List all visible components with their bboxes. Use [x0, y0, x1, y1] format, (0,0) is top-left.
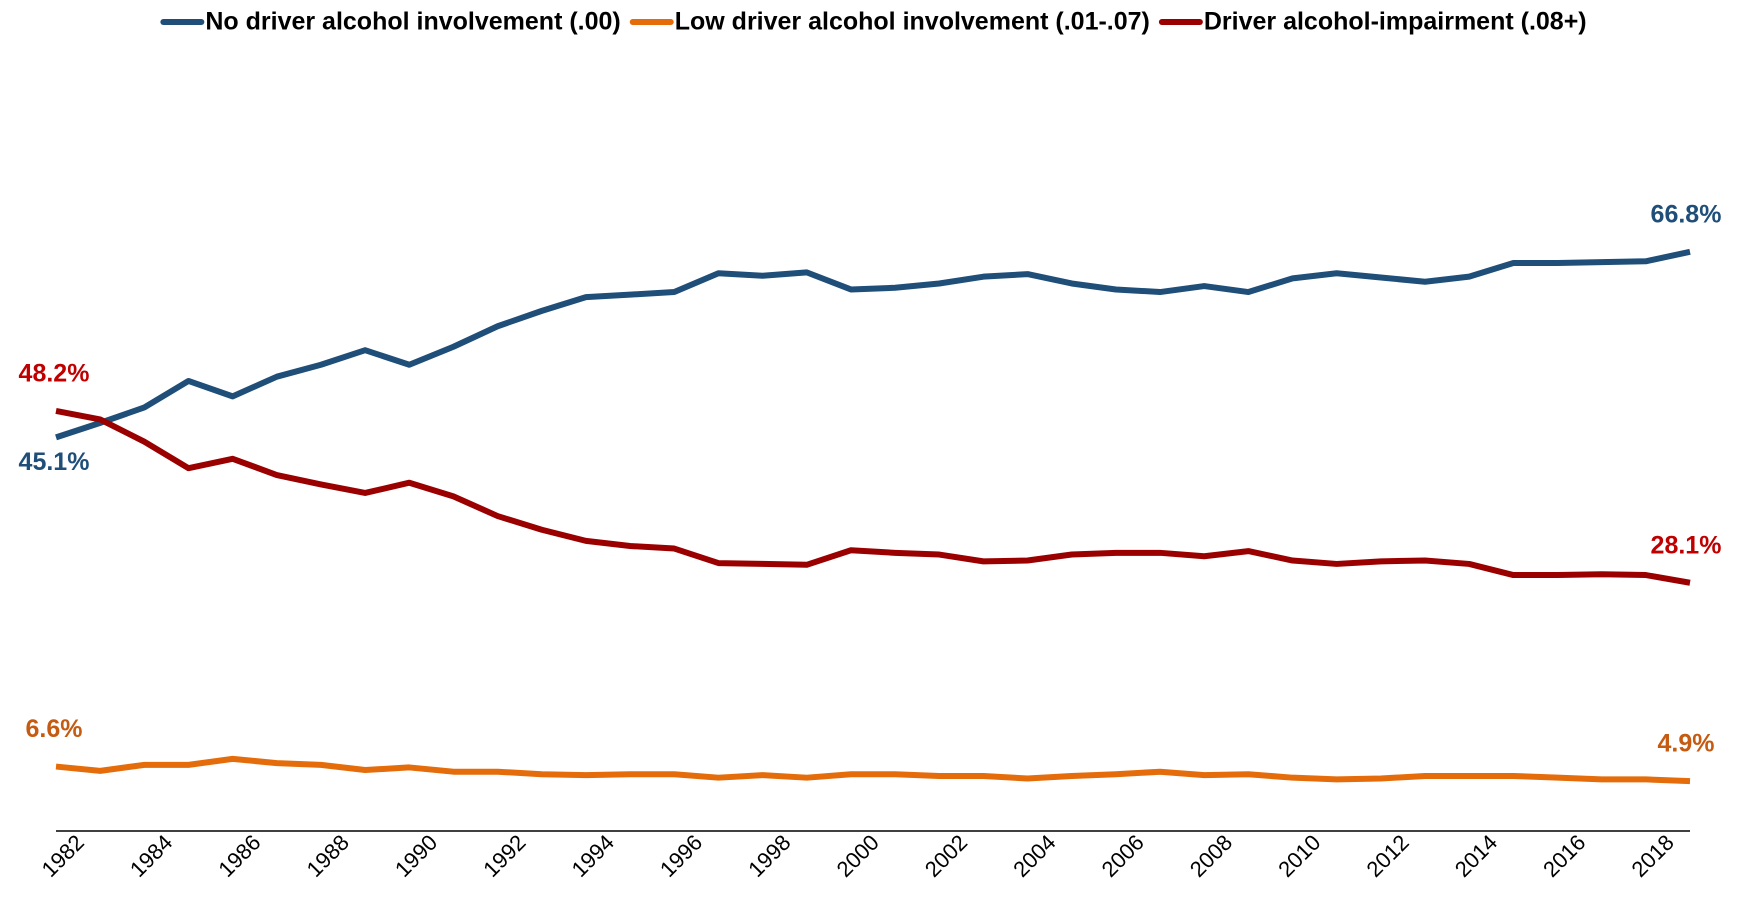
- x-tick-label: 1984: [125, 830, 177, 882]
- x-tick-label: 1992: [478, 830, 530, 882]
- legend-label: Low driver alcohol involvement (.01-.07): [675, 8, 1150, 36]
- series-line: [55, 755, 1691, 785]
- x-tick-label: 2012: [1362, 830, 1414, 882]
- legend-label: No driver alcohol involvement (.00): [205, 8, 620, 36]
- x-tick-label: 1990: [390, 830, 442, 882]
- series-line: [55, 248, 1691, 441]
- x-tick-label: 2000: [832, 830, 884, 882]
- x-tick-label: 2006: [1097, 830, 1149, 882]
- x-tick-label: 1982: [37, 830, 89, 882]
- x-tick-label: 2008: [1185, 830, 1237, 882]
- data-label: 45.1%: [19, 448, 90, 476]
- x-tick-label: 1994: [567, 830, 619, 882]
- x-tick-label: 2016: [1538, 830, 1590, 882]
- x-tick-label: 2004: [1008, 830, 1060, 882]
- x-tick-label: 1988: [302, 830, 354, 882]
- data-label: 28.1%: [1651, 531, 1722, 559]
- data-label: 4.9%: [1658, 730, 1715, 758]
- data-label: 66.8%: [1651, 200, 1722, 228]
- x-tick-label: 1996: [655, 830, 707, 882]
- x-tick-label: 1998: [743, 830, 795, 882]
- x-tick-label: 2014: [1450, 830, 1502, 882]
- legend-label: Driver alcohol-impairment (.08+): [1204, 8, 1587, 36]
- series-line: [55, 407, 1691, 586]
- data-label: 48.2%: [19, 359, 90, 387]
- data-label: 6.6%: [26, 715, 83, 743]
- x-tick-label: 2018: [1626, 830, 1678, 882]
- x-tick-label: 2002: [920, 830, 972, 882]
- x-tick-label: 1986: [213, 830, 265, 882]
- x-tick-label: 2010: [1273, 830, 1325, 882]
